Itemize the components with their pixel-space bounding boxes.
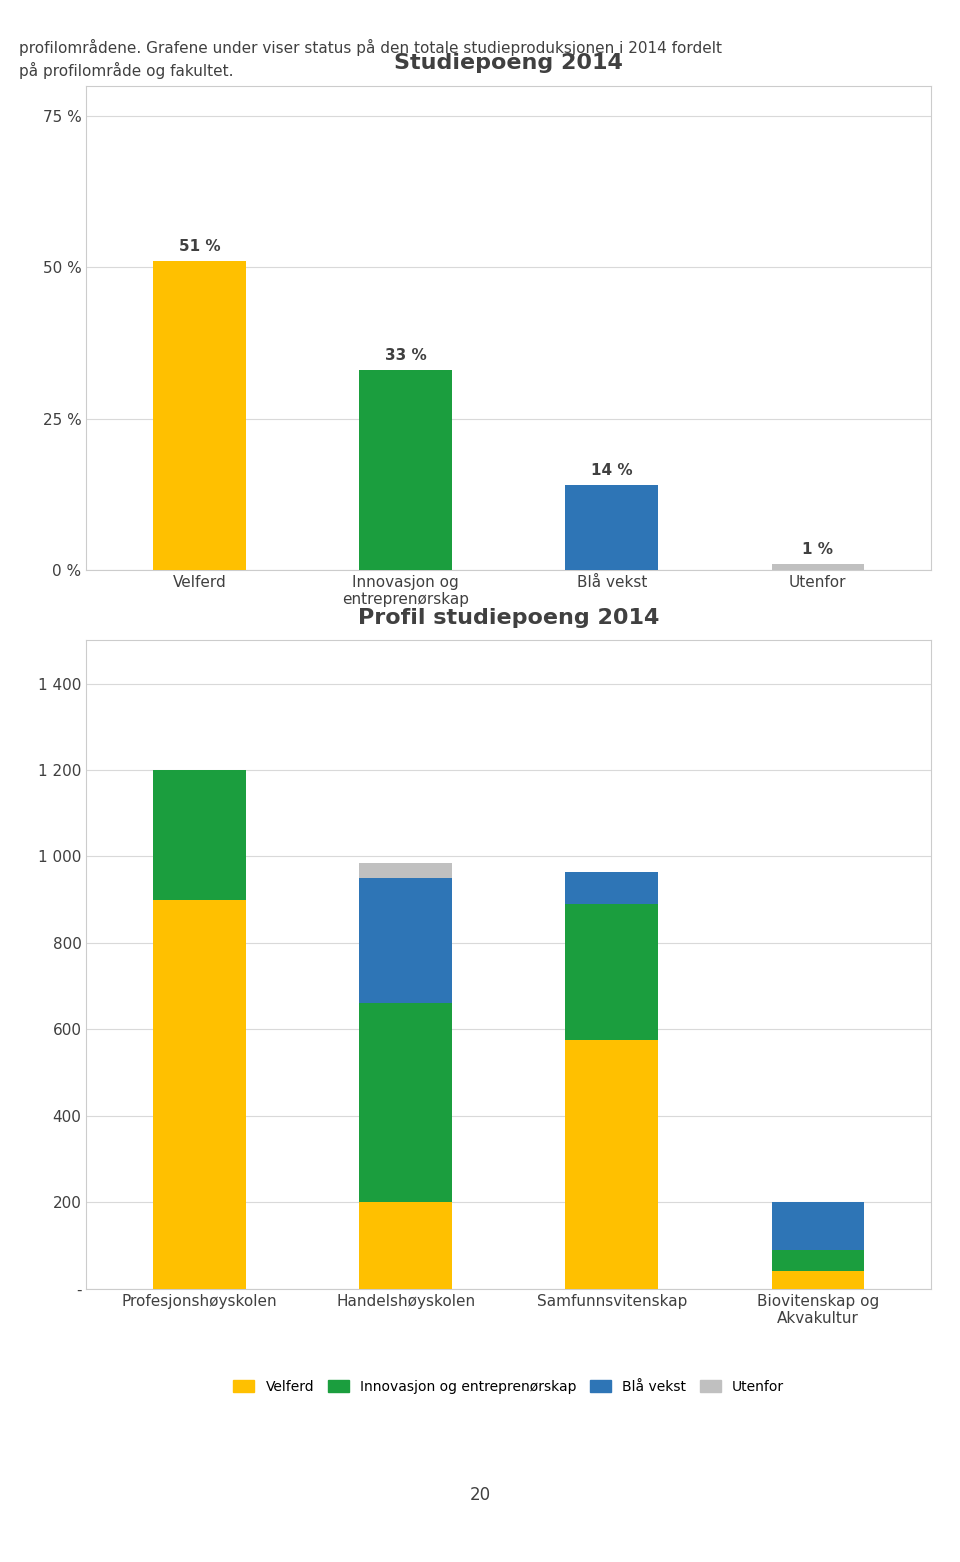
Bar: [565, 872, 659, 904]
Bar: [565, 1040, 659, 1289]
Legend: Velferd, Innovasjon og entreprenørskap, Blå vekst, Utenfor: Velferd, Innovasjon og entreprenørskap, …: [233, 1379, 784, 1393]
Bar: [772, 1203, 864, 1250]
Bar: [565, 486, 659, 570]
Title: Studiepoeng 2014: Studiepoeng 2014: [395, 53, 623, 73]
Text: 33 %: 33 %: [385, 348, 426, 362]
Text: 1 %: 1 %: [803, 542, 833, 556]
Text: 51 %: 51 %: [179, 239, 221, 255]
Text: profilområdene. Grafene under viser status på den totale studieproduksjonen i 20: profilområdene. Grafene under viser stat…: [19, 39, 722, 56]
Bar: [359, 1203, 452, 1289]
Bar: [772, 1250, 864, 1271]
Text: 20: 20: [469, 1485, 491, 1504]
Text: 14 %: 14 %: [591, 462, 633, 478]
Bar: [154, 261, 246, 570]
Bar: [359, 878, 452, 1003]
Bar: [772, 1271, 864, 1289]
Bar: [565, 904, 659, 1040]
Bar: [359, 1003, 452, 1203]
Text: på profilområde og fakultet.: på profilområde og fakultet.: [19, 62, 233, 80]
Bar: [154, 770, 246, 900]
Bar: [154, 900, 246, 1289]
Title: Profil studiepoeng 2014: Profil studiepoeng 2014: [358, 608, 660, 628]
Bar: [772, 564, 864, 570]
Bar: [359, 370, 452, 570]
Bar: [359, 862, 452, 878]
